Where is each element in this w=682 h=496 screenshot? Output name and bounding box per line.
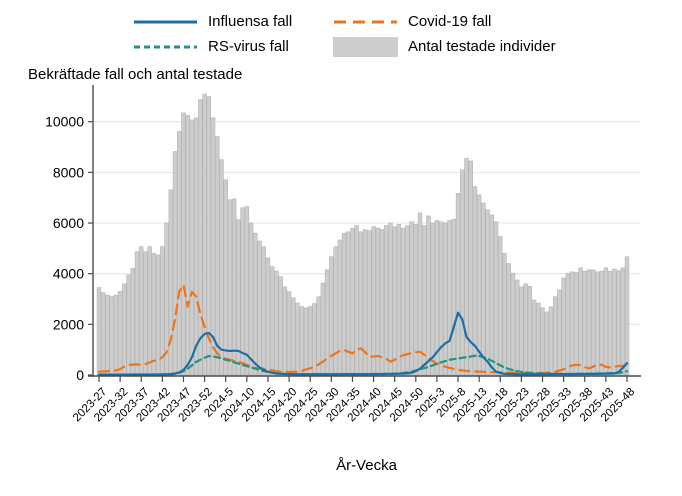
x-axis-label: År-Vecka	[336, 457, 397, 474]
legend-label: RS-virus fall	[208, 37, 289, 55]
covid-dashed-line-swatch-icon	[334, 20, 397, 23]
legend-item-rsvirus: RS-virus fall	[133, 36, 333, 57]
legend-item-covid: Covid-19 fall	[333, 11, 556, 32]
rs-virus-dashed-line-swatch-icon	[134, 45, 197, 48]
svg-text:6000: 6000	[53, 215, 84, 231]
influensa-line-swatch-icon	[134, 20, 197, 23]
svg-text:0: 0	[76, 367, 84, 383]
svg-text:8000: 8000	[53, 164, 84, 180]
chart-legend: Influensa fall Covid-19 fall RS-virus fa…	[133, 11, 556, 57]
svg-text:4000: 4000	[53, 266, 84, 282]
legend-item-influensa: Influensa fall	[133, 11, 333, 32]
legend-label: Antal testade individer	[408, 37, 556, 55]
svg-text:2000: 2000	[53, 316, 84, 332]
legend-label: Covid-19 fall	[408, 12, 492, 30]
legend-item-testade: Antal testade individer	[333, 36, 556, 57]
chart-title: Bekräftade fall och antal testade	[28, 66, 243, 83]
legend-label: Influensa fall	[208, 12, 293, 30]
svg-text:10000: 10000	[45, 114, 84, 130]
tested-area-swatch-icon	[333, 36, 398, 57]
